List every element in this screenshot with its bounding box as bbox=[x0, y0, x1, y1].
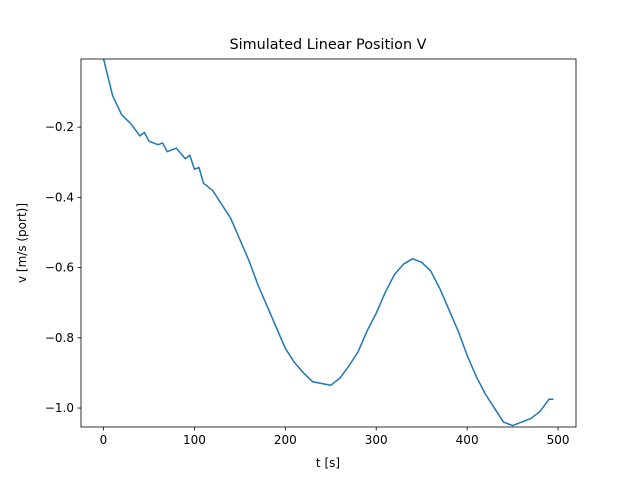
x-axis-label: t [s] bbox=[316, 456, 340, 470]
y-tick-label: −0.8 bbox=[45, 331, 74, 345]
chart-title: Simulated Linear Position V bbox=[229, 37, 426, 53]
x-tick-label: 0 bbox=[100, 433, 108, 447]
y-tick-label: −0.6 bbox=[45, 261, 74, 275]
x-tick-label: 400 bbox=[456, 433, 479, 447]
x-tick-label: 500 bbox=[547, 433, 570, 447]
y-tick-label: −0.2 bbox=[45, 120, 74, 134]
x-tick-label: 300 bbox=[365, 433, 388, 447]
plot-frame bbox=[80, 58, 577, 428]
x-tick-label: 100 bbox=[183, 433, 206, 447]
y-axis-label: v [m/s (port)] bbox=[15, 203, 29, 283]
x-tick-label: 200 bbox=[274, 433, 297, 447]
line bbox=[102, 59, 554, 427]
y-tick-label: −0.4 bbox=[45, 190, 74, 204]
y-tick-label: −1.0 bbox=[45, 401, 74, 415]
